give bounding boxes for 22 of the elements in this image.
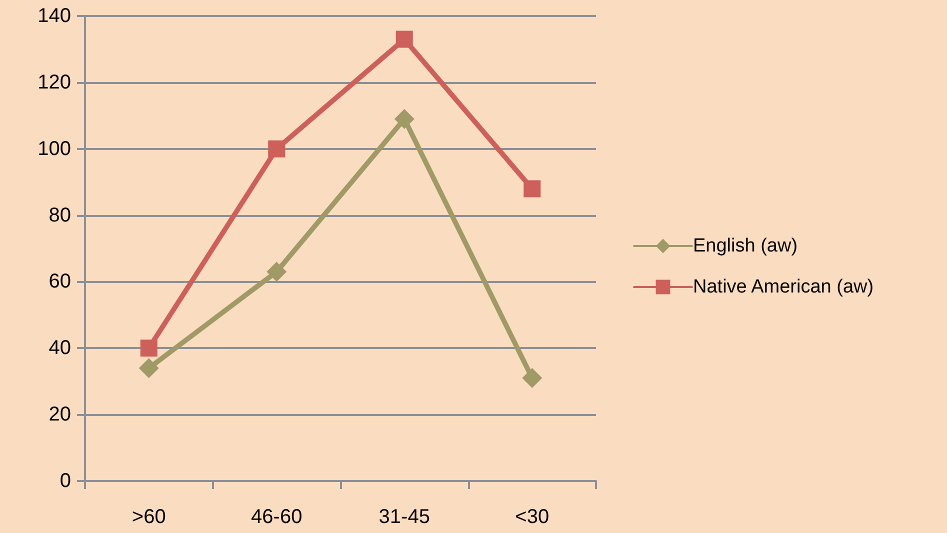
y-tick-label: 80 [48,204,71,226]
x-tick-label: >60 [132,506,166,528]
legend-label: Native American (aw) [693,276,874,298]
y-tick-label: 0 [60,470,71,492]
y-tick-label: 40 [48,337,71,360]
x-tick-label: 46-60 [251,506,302,528]
point [138,358,159,378]
point [268,140,286,158]
y-tick-label: 60 [48,270,71,293]
y-tick-label: 100 [38,138,71,160]
point [524,180,541,198]
legend-label: English (aw) [693,236,798,256]
x-tick-label: 31-45 [378,506,430,528]
point [140,340,158,357]
point [396,30,413,48]
x-tick-label: <30 [515,506,550,528]
y-tick-label: 20 [48,404,71,426]
point [266,262,287,282]
point [522,368,542,388]
y-tick-label: 140 [38,5,71,27]
point [394,108,414,129]
y-tick-label: 120 [38,71,71,94]
